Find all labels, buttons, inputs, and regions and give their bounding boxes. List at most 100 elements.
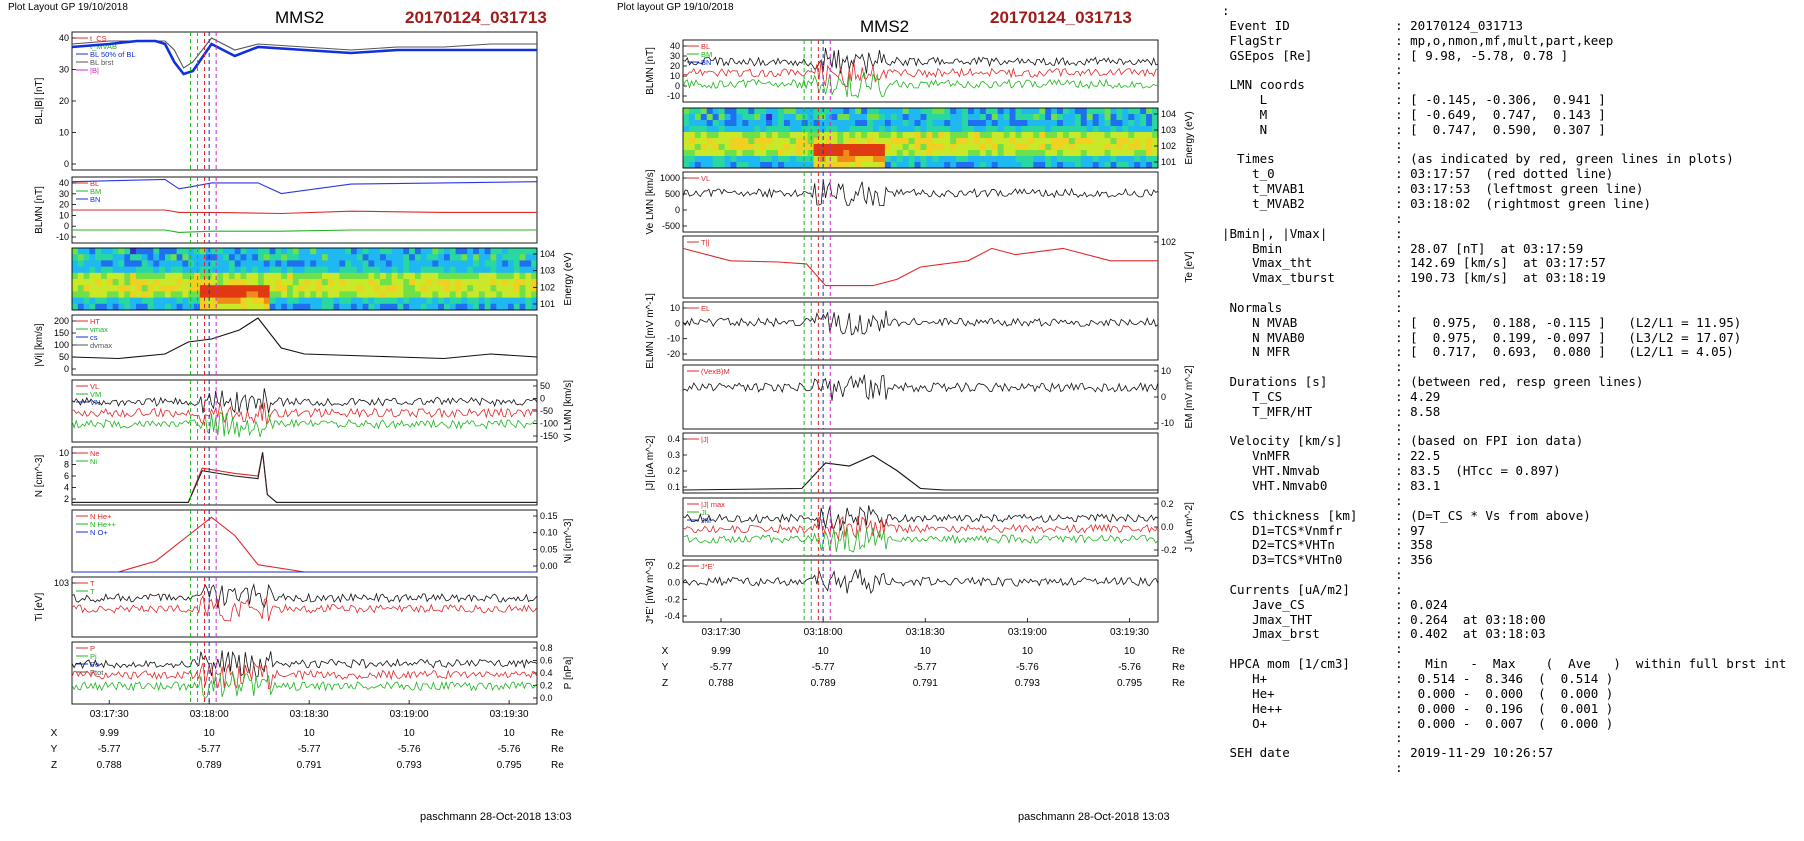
spectrogram-cell — [182, 279, 189, 286]
spectrogram-cell — [956, 114, 963, 121]
spectrogram-cell — [298, 266, 305, 274]
spectrogram-cell — [298, 260, 305, 268]
spectrogram-cell — [1092, 120, 1100, 127]
spectrogram-cell — [896, 108, 904, 115]
spectrogram-cell — [825, 126, 832, 133]
spectrogram-cell — [766, 126, 773, 133]
y-tick-label: -10 — [1161, 418, 1174, 428]
spectrogram-cell — [694, 156, 702, 163]
spectrogram-cell — [414, 291, 422, 299]
spectrogram-cell — [1015, 120, 1022, 127]
spectrogram-cell — [153, 291, 160, 299]
spectrogram-cell — [461, 285, 468, 292]
summary-line: : — [1222, 285, 1802, 301]
summary-value: : 28.07 [nT] at 03:17:59 — [1395, 240, 1584, 256]
spectrogram-cell — [124, 285, 131, 292]
y-tick-label: 6 — [64, 471, 69, 481]
spectrogram-cell — [1063, 120, 1070, 127]
spectrogram-cell — [718, 138, 726, 145]
y-tick-label: -500 — [662, 221, 680, 231]
spectrogram-cell — [1110, 114, 1117, 121]
spectrogram-cell — [258, 248, 265, 255]
spectrogram-cell — [496, 272, 503, 280]
spectrogram-cell — [362, 272, 369, 280]
spectrogram-cell — [182, 297, 189, 305]
spectrogram-cell — [1033, 120, 1040, 127]
x-tick-label: 03:18:30 — [290, 709, 329, 720]
spectrogram-cell — [706, 156, 714, 163]
spectrogram-cell — [234, 260, 242, 268]
spectrogram-cell — [490, 266, 497, 274]
spectrogram-cell — [843, 156, 850, 163]
y-axis-label: Vi LMN [km/s] — [563, 380, 574, 442]
position-row-label: X — [662, 646, 669, 657]
spectrogram-cell — [778, 114, 785, 121]
spectrogram-cell — [124, 291, 131, 299]
spectrogram-cell — [83, 279, 90, 286]
spectrogram-cell — [1068, 138, 1076, 145]
summary-key: D2=TCS*VHTn — [1222, 537, 1396, 553]
spectrogram-cell — [135, 254, 143, 261]
spectrogram-cell — [269, 272, 276, 280]
spectrogram-cell — [153, 254, 160, 261]
spectrogram-cell — [351, 285, 358, 292]
spectrogram-cell — [1086, 138, 1094, 145]
summary-line: T_CS : 4.29 — [1222, 389, 1802, 405]
spectrogram-cell — [849, 114, 856, 121]
spectrogram-cell — [199, 272, 207, 280]
spectrogram-cell — [956, 156, 963, 163]
position-value: -5.77 — [298, 744, 321, 755]
spectrogram-cell — [461, 297, 468, 305]
spectrogram-cell — [813, 150, 821, 157]
spectrogram-cell — [825, 138, 832, 145]
spectrogram-cell — [72, 254, 79, 261]
spectrogram-cell — [1092, 126, 1100, 133]
spectrogram-cell — [997, 144, 1005, 151]
spectrogram-cell — [165, 297, 172, 305]
spectrogram-cell — [449, 248, 457, 255]
summary-line: : — [1222, 137, 1802, 153]
spectrogram-cell — [211, 303, 218, 311]
spectrogram-cell — [135, 297, 143, 305]
spectrogram-cell — [461, 260, 468, 268]
position-value: 10 — [920, 646, 932, 657]
legend-label: |B| — [90, 66, 99, 75]
spectrogram-cell — [1152, 132, 1159, 139]
series-line — [71, 583, 538, 609]
spectrogram-cell — [449, 285, 457, 292]
spectrogram-cell — [831, 132, 838, 139]
spectrogram-cell — [783, 132, 791, 139]
spectrogram-cell — [968, 156, 975, 163]
spectrogram-cell — [873, 114, 880, 121]
spectrogram-cell — [339, 260, 346, 268]
spectrogram-cell — [310, 266, 317, 274]
spectrogram-cell — [736, 150, 743, 157]
spectrogram-cell — [531, 266, 538, 274]
spectrogram-cell — [258, 254, 265, 261]
spectrogram-cell — [724, 138, 731, 145]
spectrogram-cell — [1009, 114, 1016, 121]
spectrogram-cell — [813, 126, 821, 133]
spectrogram-cell — [438, 272, 445, 280]
spectrogram-cell — [688, 162, 696, 169]
spectrogram-cell — [718, 144, 726, 151]
spectrogram-cell — [246, 291, 253, 299]
y-tick-label: -10 — [667, 91, 680, 101]
series-line — [72, 452, 537, 503]
spectrogram-cell — [368, 266, 375, 274]
spectrogram-cell — [1122, 132, 1129, 139]
spectrogram-cell — [484, 248, 491, 255]
spectrogram-cell — [95, 297, 102, 305]
spectrogram-cell — [1086, 120, 1094, 127]
spectrogram-cell — [420, 291, 428, 299]
spectrogram-cell — [688, 114, 696, 121]
spectrogram-cell — [240, 303, 247, 311]
position-value: 0.791 — [297, 760, 322, 771]
summary-line: : — [1222, 359, 1802, 375]
spectrogram-cell — [926, 138, 933, 145]
spectrogram-cell — [1063, 114, 1070, 121]
x-tick-label: 03:19:00 — [390, 709, 429, 720]
spectrogram-cell — [351, 291, 358, 299]
spectrogram-cell — [223, 279, 230, 286]
